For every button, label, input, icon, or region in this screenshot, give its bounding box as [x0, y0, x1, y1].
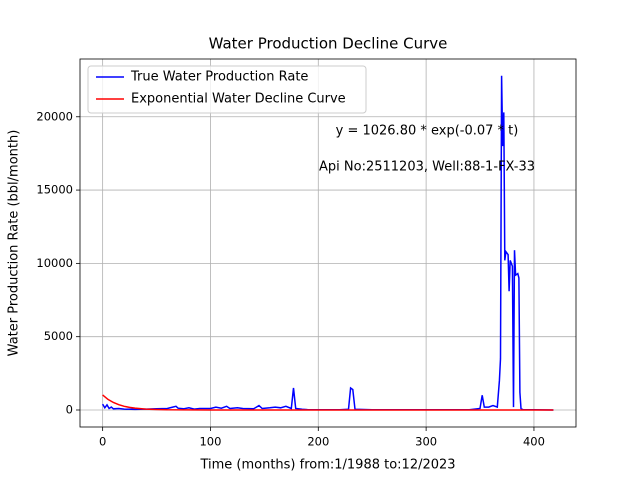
y-tick-label: 10000	[36, 256, 73, 270]
annotation: Api No:2511203, Well:88-1-FX-33	[319, 160, 535, 175]
x-axis-label: Time (months) from:1/1988 to:12/2023	[199, 458, 455, 473]
annotation: y = 1026.80 * exp(-0.07 * t)	[336, 124, 519, 139]
legend-label: True Water Production Rate	[130, 70, 308, 85]
x-tick-label: 300	[415, 435, 437, 449]
x-tick-label: 400	[523, 435, 545, 449]
legend-box	[87, 65, 367, 114]
y-tick-label: 0	[66, 402, 73, 416]
x-tick-label: 100	[199, 435, 221, 449]
plot-frame	[79, 58, 577, 428]
chart-title: Water Production Decline Curve	[209, 35, 448, 53]
x-tick-label: 200	[307, 435, 329, 449]
series-line	[102, 394, 554, 411]
y-tick-label: 5000	[44, 329, 73, 343]
x-tick-label: 0	[99, 435, 106, 449]
legend-label: Exponential Water Decline Curve	[131, 92, 346, 107]
y-axis-label: Water Production Rate (bbl/month)	[7, 130, 22, 357]
y-tick-label: 15000	[36, 183, 73, 197]
y-tick-label: 20000	[36, 109, 73, 123]
